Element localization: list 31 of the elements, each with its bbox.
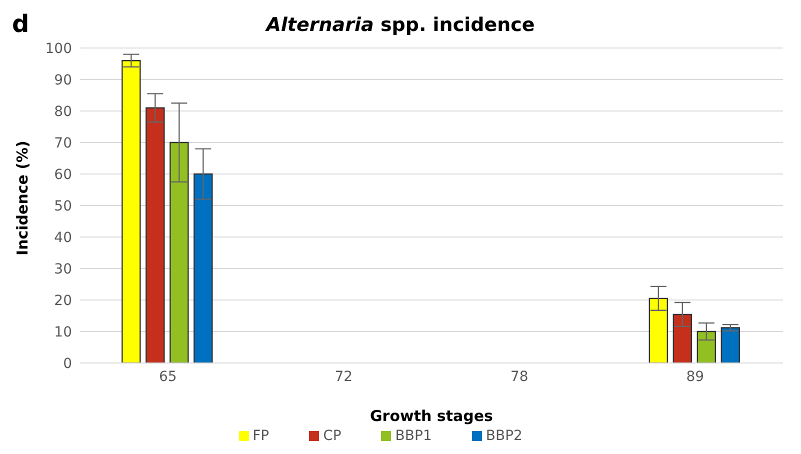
chart-title: Alternaria spp. incidence [266, 14, 535, 36]
text: d [12, 10, 30, 38]
y-tick-label: 90 [54, 72, 72, 88]
y-tick-label: 100 [45, 40, 72, 57]
y-tick-label: 70 [54, 135, 72, 152]
bar [672, 314, 692, 363]
bar [146, 107, 165, 363]
y-tick-label: 80 [54, 104, 72, 120]
y-tick-label: 50 [54, 198, 72, 214]
legend-label: BBP1 [395, 428, 432, 444]
y-tick-label: 40 [54, 230, 72, 246]
x-tick-label: 89 [686, 368, 704, 385]
y-tick-label: 60 [54, 166, 72, 183]
y-tick-label: 30 [54, 261, 72, 278]
bar [194, 173, 213, 363]
bar [648, 298, 668, 363]
x-tick-label: 65 [158, 368, 177, 385]
legend-label: BBP2 [486, 428, 522, 444]
y-tick-label: 20 [54, 292, 72, 309]
bar [720, 327, 740, 363]
legend-label: CP [323, 428, 342, 444]
x-tick-label: 78 [510, 368, 528, 385]
x-axis-title: Growth stages [370, 407, 494, 425]
bar [696, 330, 716, 363]
legend-label: FP [252, 428, 270, 444]
y-tick-label: 0 [63, 356, 72, 372]
y-axis-title: Incidence (%) [13, 140, 32, 256]
y-tick-label: 10 [54, 324, 72, 340]
bar [170, 142, 189, 363]
x-tick-label: 72 [334, 368, 353, 385]
bar [122, 60, 141, 363]
